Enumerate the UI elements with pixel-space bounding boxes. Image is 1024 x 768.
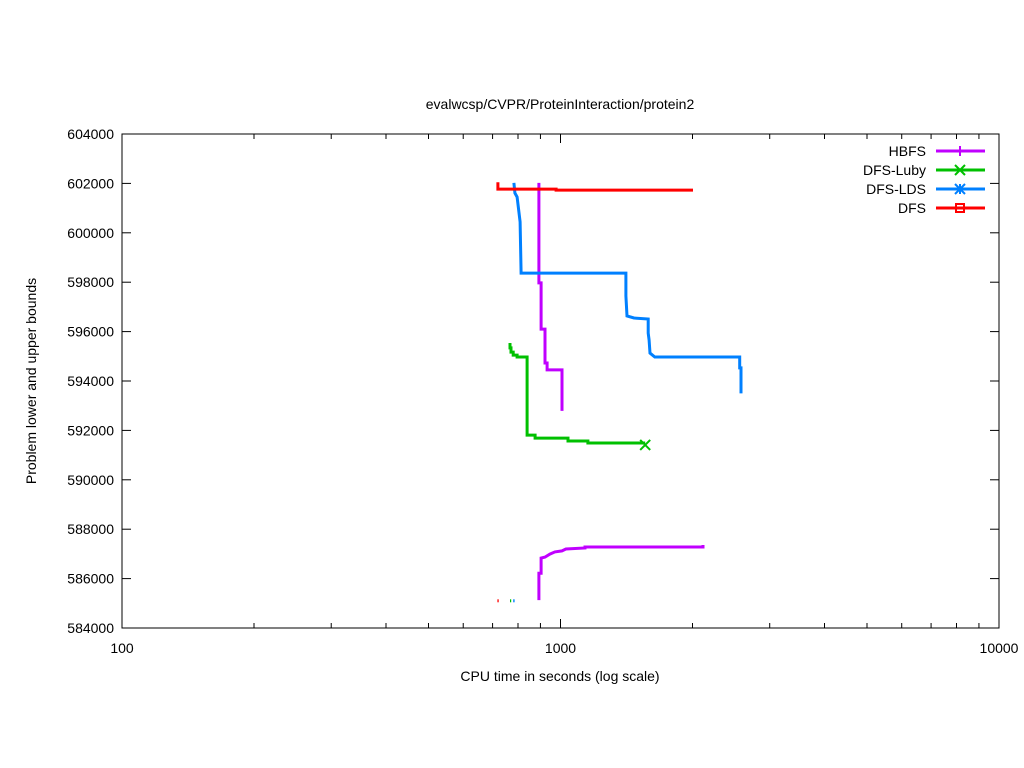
y-tick-label: 592000 [67, 422, 114, 438]
marker-stroke [954, 164, 966, 176]
x-tick-label: 10000 [980, 640, 1019, 656]
series-line-dfs [496, 182, 693, 192]
legend-marker-dfs [955, 203, 965, 213]
plot-border [121, 133, 1000, 629]
marker-stroke [954, 183, 966, 195]
y-tick-label: 602000 [67, 175, 114, 191]
y-tick-label: 596000 [67, 324, 114, 340]
series-line-dfs-luby [508, 343, 646, 445]
series-line-hbfs [537, 182, 564, 411]
marker-stroke [639, 439, 651, 451]
y-tick-label: 584000 [67, 620, 114, 636]
series-marker-dfs-luby [639, 439, 651, 451]
legend-marker-hbfs [955, 146, 965, 156]
y-tick-label: 598000 [67, 274, 114, 290]
legend-label-hbfs: HBFS [889, 143, 926, 159]
legend-marker-dfs-lds [954, 183, 966, 195]
y-tick-label: 588000 [67, 521, 114, 537]
axes: 584000 586000 588000 590000 592000 594000 5960… [67, 126, 1018, 656]
legend-label-dfs-lds: DFS-LDS [866, 181, 926, 197]
y-tick-label: 604000 [67, 126, 114, 142]
y-tick-label: 600000 [67, 225, 114, 241]
legend: HBFS DFS-Luby DFS-LDS DFS [863, 143, 985, 216]
chart-title: evalwcsp/CVPR/ProteinInteraction/protein… [426, 96, 695, 112]
legend-label-dfs: DFS [898, 200, 926, 216]
x-axis-label: CPU time in seconds (log scale) [460, 668, 659, 684]
y-tick-label: 590000 [67, 472, 114, 488]
series-group [496, 182, 743, 603]
y-tick-label: 586000 [67, 571, 114, 587]
x-tick-label: 1000 [545, 640, 576, 656]
series-line-dfs-lds [512, 182, 743, 394]
marker-stroke [955, 203, 965, 213]
series-line-hbfs [537, 545, 705, 601]
y-tick-label: 594000 [67, 373, 114, 389]
x-tick-label: 100 [110, 640, 134, 656]
y-axis-label: Problem lower and upper bounds [23, 278, 39, 484]
legend-label-dfs-luby: DFS-Luby [863, 162, 926, 178]
legend-marker-dfs-luby [954, 164, 966, 176]
